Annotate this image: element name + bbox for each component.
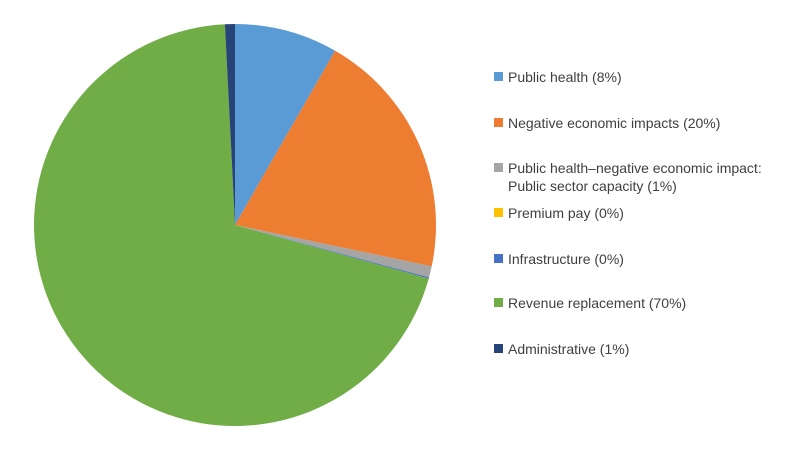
pie-slice-3 — [235, 225, 432, 278]
pie-slice-5 — [235, 225, 430, 279]
legend-swatch — [494, 298, 503, 307]
legend-item-2: Negative economic impacts (20%) — [494, 114, 794, 132]
legend-item-5: Infrastructure (0%) — [494, 250, 794, 268]
pie-slice-2 — [235, 50, 436, 267]
legend-label: Premium pay (0%) — [508, 205, 624, 221]
legend-swatch — [494, 208, 503, 217]
pie-slice-7 — [224, 23, 235, 225]
legend-item-3: Public health–negative economic impact: … — [494, 159, 794, 195]
legend-swatch — [494, 118, 503, 127]
legend-label: Public health (8%) — [508, 69, 622, 85]
legend-item-7: Administrative (1%) — [494, 340, 794, 358]
legend-label: Administrative (1%) — [508, 341, 630, 357]
legend-item-6: Revenue replacement (70%) — [494, 294, 794, 312]
legend-swatch — [494, 72, 503, 81]
legend-item-1: Public health (8%) — [494, 68, 794, 86]
pie-slice-1 — [235, 24, 336, 225]
legend-label: Infrastructure (0%) — [508, 251, 624, 267]
legend-swatch — [494, 163, 503, 172]
legend-label: Revenue replacement (70%) — [508, 295, 687, 311]
legend-item-4: Premium pay (0%) — [494, 204, 794, 222]
pie-slice-6 — [34, 24, 429, 426]
legend: Public health (8%) Negative economic impa… — [494, 0, 794, 450]
legend-label: Negative economic impacts (20%) — [508, 115, 721, 131]
pie-plot-area — [34, 23, 436, 426]
legend-label: Public health–negative economic impact: … — [508, 160, 762, 194]
legend-swatch — [494, 344, 503, 353]
legend-swatch — [494, 254, 503, 263]
pie-slices — [34, 23, 436, 426]
